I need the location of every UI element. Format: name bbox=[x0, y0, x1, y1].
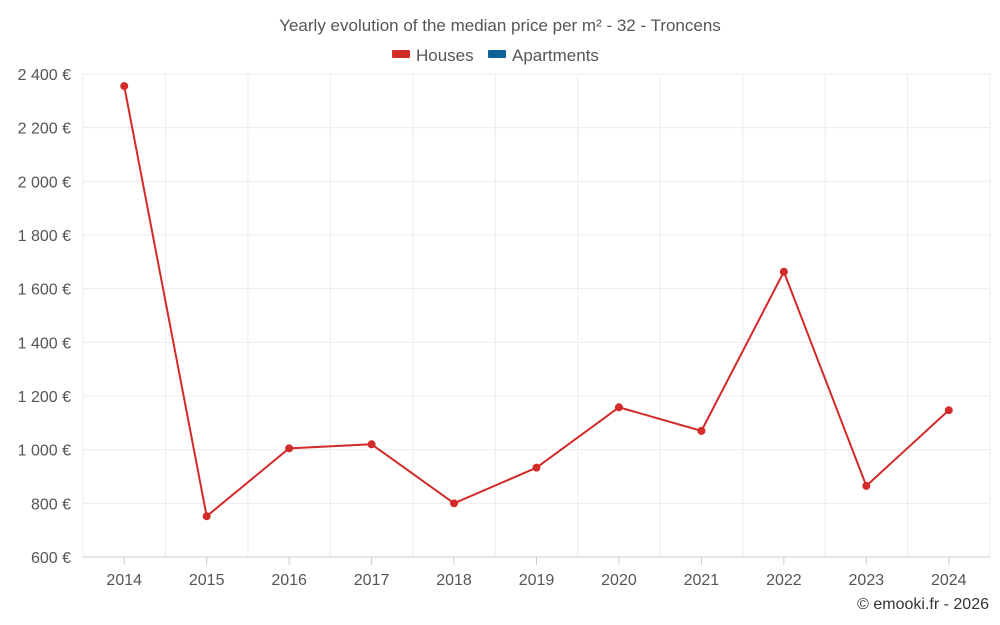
y-tick-label: 1 800 € bbox=[18, 228, 71, 245]
x-tick-label: 2022 bbox=[766, 572, 802, 589]
y-tick-label: 2 400 € bbox=[18, 67, 71, 84]
y-tick-label: 1 400 € bbox=[18, 335, 71, 352]
legend-swatch-apartments[interactable] bbox=[488, 50, 506, 58]
x-tick-label: 2024 bbox=[931, 572, 967, 589]
y-axis-ticks: 600 € 800 € 1 000 € 1 200 € 1 400 € 1 600 € 1 … bbox=[18, 67, 71, 567]
x-tick-label: 2016 bbox=[271, 572, 307, 589]
houses-point-2018[interactable] bbox=[450, 499, 459, 508]
legend-label-apartments[interactable]: Apartments bbox=[512, 46, 599, 65]
y-tick-label: 1 600 € bbox=[18, 282, 71, 299]
horizontal-gridlines bbox=[83, 73, 990, 504]
houses-point-2023[interactable] bbox=[862, 481, 871, 490]
x-tick-label: 2017 bbox=[354, 572, 390, 589]
y-tick-label: 800 € bbox=[31, 496, 71, 513]
x-tick-label: 2019 bbox=[519, 572, 555, 589]
y-tick-label: 2 000 € bbox=[18, 174, 71, 191]
y-tick-label: 600 € bbox=[31, 550, 71, 567]
x-tick-label: 2020 bbox=[601, 572, 637, 589]
y-tick-label: 2 200 € bbox=[18, 121, 71, 138]
vertical-gridlines bbox=[82, 74, 991, 557]
legend-swatch-houses[interactable] bbox=[392, 50, 410, 58]
x-tick-label: 2023 bbox=[849, 572, 885, 589]
houses-point-2019[interactable] bbox=[532, 463, 541, 472]
x-tick-label: 2018 bbox=[436, 572, 472, 589]
x-axis-ticks: 2014 2015 2016 2017 2018 2019 2020 2021 2022 2023… bbox=[106, 557, 967, 589]
y-tick-label: 1 000 € bbox=[18, 443, 71, 460]
chart-title: Yearly evolution of the median price per… bbox=[279, 16, 721, 35]
houses-point-2022[interactable] bbox=[779, 267, 788, 276]
houses-point-2014[interactable] bbox=[120, 82, 129, 91]
series-houses bbox=[120, 82, 953, 521]
legend-label-houses[interactable]: Houses bbox=[416, 46, 474, 65]
houses-point-2015[interactable] bbox=[202, 512, 211, 521]
x-tick-label: 2015 bbox=[189, 572, 225, 589]
houses-point-2024[interactable] bbox=[944, 406, 953, 415]
y-tick-label: 1 200 € bbox=[18, 389, 71, 406]
credit-text: © emooki.fr - 2026 bbox=[857, 596, 989, 613]
houses-point-2016[interactable] bbox=[285, 444, 294, 453]
houses-point-2017[interactable] bbox=[367, 440, 376, 449]
x-tick-label: 2014 bbox=[106, 572, 142, 589]
houses-point-2020[interactable] bbox=[614, 403, 623, 412]
legend: Houses Apartments bbox=[392, 46, 599, 65]
x-tick-label: 2021 bbox=[684, 572, 720, 589]
houses-point-2021[interactable] bbox=[697, 426, 706, 435]
